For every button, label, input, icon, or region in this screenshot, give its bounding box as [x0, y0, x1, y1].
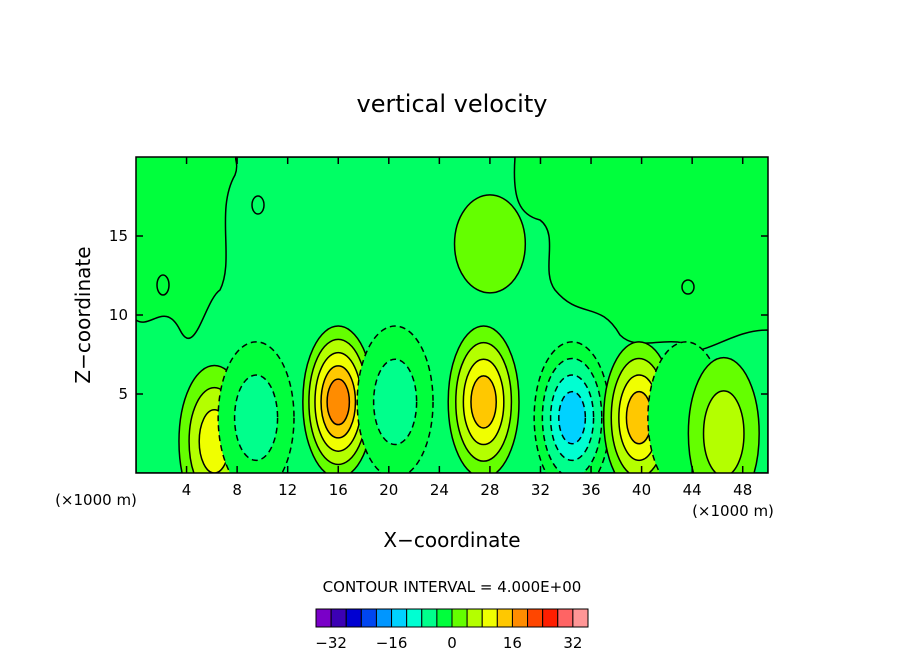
contour-cell [356, 325, 434, 473]
x-tick-label: 28 [480, 481, 499, 499]
chart-title: vertical velocity [357, 90, 548, 118]
x-tick-label: 4 [182, 481, 192, 499]
x-tick-label: 12 [278, 481, 297, 499]
colorbar-swatch [481, 608, 498, 628]
colorbar-swatch [496, 608, 513, 628]
colorbar-swatch [436, 608, 453, 628]
x-tick-label: 48 [733, 481, 752, 499]
contour-level [470, 375, 497, 429]
contour-cell [217, 341, 295, 473]
contour-level [233, 374, 279, 462]
contour-level [558, 390, 587, 445]
colorbar [315, 608, 589, 628]
colorbar-swatch [451, 608, 468, 628]
x-tick-label: 36 [581, 481, 600, 499]
colorbar-labels: −32 −16 0 16 32 [315, 634, 582, 652]
colorbar-swatch [375, 608, 393, 628]
colorbar-tick-label: −32 [315, 634, 347, 652]
contour-level [453, 194, 527, 294]
small-contour [251, 195, 265, 215]
colorbar-swatch [542, 608, 559, 628]
y-axis: 5 10 15 [109, 227, 768, 403]
y-tick-label: 5 [118, 385, 128, 403]
x-unit-left: (×1000 m) [55, 491, 137, 509]
contour-cell [533, 341, 611, 473]
x-tick-label: 40 [632, 481, 651, 499]
x-axis: 4 8 12 16 20 24 28 32 36 40 44 48 [182, 157, 752, 499]
colorbar-swatch [406, 608, 423, 628]
colorbar-swatch [527, 608, 544, 628]
colorbar-tick-label: 16 [503, 634, 522, 652]
x-tick-label: 44 [683, 481, 702, 499]
colorbar-tick-label: −16 [376, 634, 408, 652]
y-tick-label: 15 [109, 227, 128, 245]
colorbar-swatch [466, 608, 483, 628]
colorbar-swatch [391, 608, 408, 628]
colorbar-swatch [511, 608, 529, 628]
small-contour [156, 274, 170, 296]
colorbar-swatch [557, 608, 574, 628]
contour-cell [687, 356, 760, 473]
x-unit-right: (×1000 m) [692, 502, 774, 520]
colorbar-swatch [315, 608, 332, 628]
y-tick-label: 10 [109, 306, 128, 324]
colorbar-tick-label: 0 [447, 634, 457, 652]
colorbar-tick-label: 32 [563, 634, 582, 652]
cell-layer [178, 194, 760, 473]
small-contour [681, 279, 695, 295]
x-tick-label: 16 [329, 481, 348, 499]
x-axis-label: X−coordinate [383, 528, 520, 552]
colorbar-swatch [421, 608, 438, 628]
colorbar-swatch [360, 608, 377, 628]
contour-cell [447, 325, 520, 473]
x-tick-label: 8 [232, 481, 242, 499]
contour-level [702, 390, 745, 473]
x-tick-label: 24 [430, 481, 449, 499]
colorbar-swatch [345, 608, 362, 628]
x-tick-label: 32 [531, 481, 550, 499]
contour-interval-label: CONTOUR INTERVAL = 4.000E+00 [323, 578, 582, 596]
contour-cell [302, 325, 375, 473]
contour-level [326, 378, 351, 426]
x-tick-label: 20 [379, 481, 398, 499]
colorbar-swatch [572, 608, 589, 628]
plot-area [135, 156, 769, 474]
field-layer [136, 157, 768, 473]
contour-level [372, 358, 418, 446]
contour-cell [453, 194, 527, 294]
y-axis-label: Z−coordinate [71, 246, 95, 383]
colorbar-swatch [330, 608, 347, 628]
